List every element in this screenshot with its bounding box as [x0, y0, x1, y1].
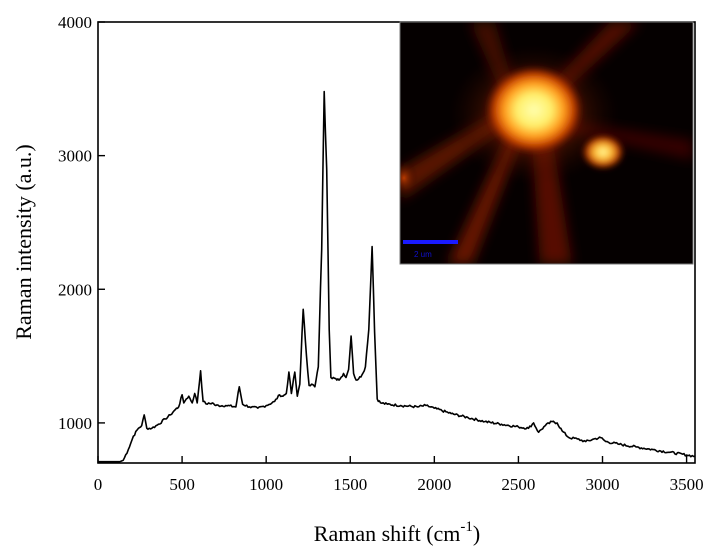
y-tick-label: 2000 [58, 280, 92, 299]
x-tick-label: 1000 [249, 475, 283, 494]
x-tick-label: 2500 [501, 475, 535, 494]
y-tick-label: 1000 [58, 414, 92, 433]
x-axis-title: Raman shift (cm-1) [314, 519, 480, 546]
scale-bar [403, 240, 458, 244]
x-tick-label: 0 [94, 475, 103, 494]
y-axis-title: Raman intensity (a.u.) [11, 144, 36, 340]
plot-frame [97, 21, 696, 464]
x-tick-label: 3000 [586, 475, 620, 494]
x-axis-ticks: 0 500 1000 1500 2000 2500 3000 3500 [94, 456, 704, 494]
x-tick-label: 3500 [670, 475, 704, 494]
y-axis-ticks: 1000 2000 3000 4000 [58, 13, 105, 433]
raman-map-inset: 2 um [399, 21, 694, 265]
y-tick-label: 3000 [58, 147, 92, 166]
inset-edge-spot [400, 160, 418, 196]
x-tick-label: 2000 [417, 475, 451, 494]
scale-bar-label: 2 um [414, 250, 432, 259]
inset-frame [399, 21, 694, 265]
inset-secondary-hotspot [581, 134, 625, 170]
inset-main-hotspot [484, 65, 584, 155]
x-tick-label: 1500 [333, 475, 367, 494]
raman-spectrum-line [98, 90, 696, 463]
y-tick-label: 4000 [58, 13, 92, 32]
x-tick-label: 500 [169, 475, 195, 494]
